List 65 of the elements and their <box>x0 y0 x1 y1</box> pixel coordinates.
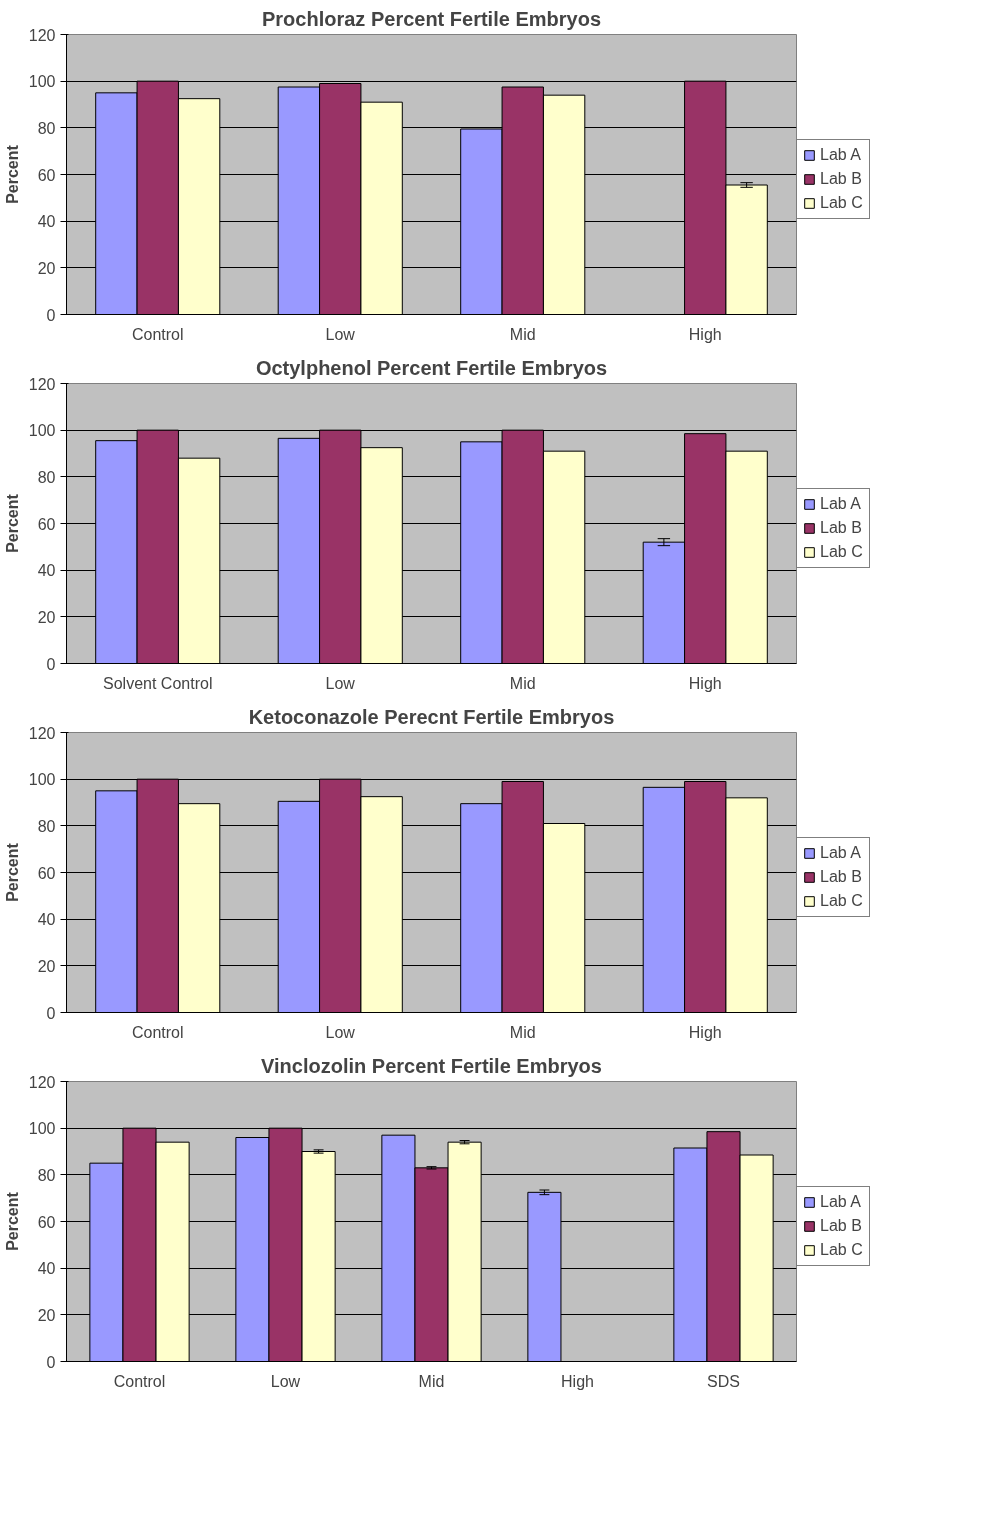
y-tick-label: 20 <box>37 1306 56 1324</box>
y-axis-title: Percent <box>3 144 21 204</box>
legend-label: Lab C <box>820 892 863 910</box>
y-tick-label: 80 <box>37 817 56 835</box>
legend-label: Lab A <box>820 844 861 862</box>
y-tick-label: 120 <box>28 375 56 393</box>
y-tick-label: 40 <box>37 1260 56 1278</box>
x-tick-label: Mid <box>509 674 536 692</box>
y-tick-label: 80 <box>37 468 56 486</box>
x-tick-label: Control <box>113 1372 166 1390</box>
y-tick-label: 60 <box>37 864 56 882</box>
y-tick-label: 120 <box>28 1073 56 1091</box>
y-tick-label: 20 <box>37 957 56 975</box>
x-tick-label: Control <box>131 325 184 343</box>
x-tick-label: High <box>561 1372 594 1390</box>
y-tick-label: 60 <box>37 515 56 533</box>
y-tick-label: 40 <box>37 911 56 929</box>
y-tick-label: 40 <box>37 213 56 231</box>
legend-label: Lab B <box>820 519 862 537</box>
y-tick-label: 80 <box>37 119 56 137</box>
y-tick-label: 100 <box>28 73 56 91</box>
x-tick-label: High <box>688 674 722 692</box>
legend-label: Lab A <box>820 495 861 513</box>
legend-label: Lab B <box>820 1217 862 1235</box>
y-tick-label: 0 <box>46 1004 56 1022</box>
x-tick-label: Mid <box>509 325 536 343</box>
y-axis-title: Percent <box>3 1191 21 1251</box>
y-tick-label: 100 <box>28 771 56 789</box>
legend-label: Lab C <box>820 1241 863 1259</box>
legend-label: Lab B <box>820 170 862 188</box>
legend-label: Lab A <box>820 1193 861 1211</box>
y-tick-label: 20 <box>37 259 56 277</box>
y-tick-label: 0 <box>46 1353 56 1371</box>
y-axis-title: Percent <box>3 493 21 553</box>
x-tick-label: SDS <box>707 1372 740 1390</box>
legend-label: Lab B <box>820 868 862 886</box>
x-tick-label: Mid <box>509 1023 536 1041</box>
legend-label: Lab A <box>820 146 861 164</box>
chart-title: Prochloraz Percent Fertile Embryos <box>262 7 602 30</box>
x-tick-label: Low <box>325 674 356 692</box>
y-tick-label: 60 <box>37 1213 56 1231</box>
y-tick-label: 120 <box>28 724 56 742</box>
y-tick-label: 60 <box>37 166 56 184</box>
chart-title: Ketoconazole Perecnt Fertile Embryos <box>248 705 615 728</box>
y-tick-label: 20 <box>37 608 56 626</box>
y-tick-label: 120 <box>28 26 56 44</box>
x-tick-label: High <box>688 1023 722 1041</box>
chart-title: Vinclozolin Percent Fertile Embryos <box>261 1054 602 1077</box>
x-tick-label: High <box>688 325 722 343</box>
y-tick-label: 40 <box>37 562 56 580</box>
y-tick-label: 100 <box>28 1120 56 1138</box>
x-tick-label: Low <box>325 1023 356 1041</box>
chart-title: Octylphenol Percent Fertile Embryos <box>255 356 608 379</box>
legend-label: Lab C <box>820 194 863 212</box>
y-axis-title: Percent <box>3 842 21 902</box>
y-tick-label: 100 <box>28 422 56 440</box>
x-tick-label: Mid <box>418 1372 445 1390</box>
y-tick-label: 0 <box>46 655 56 673</box>
x-tick-label: Low <box>270 1372 301 1390</box>
y-tick-label: 0 <box>46 306 56 324</box>
y-tick-label: 80 <box>37 1166 56 1184</box>
x-tick-label: Control <box>131 1023 184 1041</box>
x-tick-label: Low <box>325 325 356 343</box>
legend-label: Lab C <box>820 543 863 561</box>
x-tick-label: Solvent Control <box>103 674 213 692</box>
